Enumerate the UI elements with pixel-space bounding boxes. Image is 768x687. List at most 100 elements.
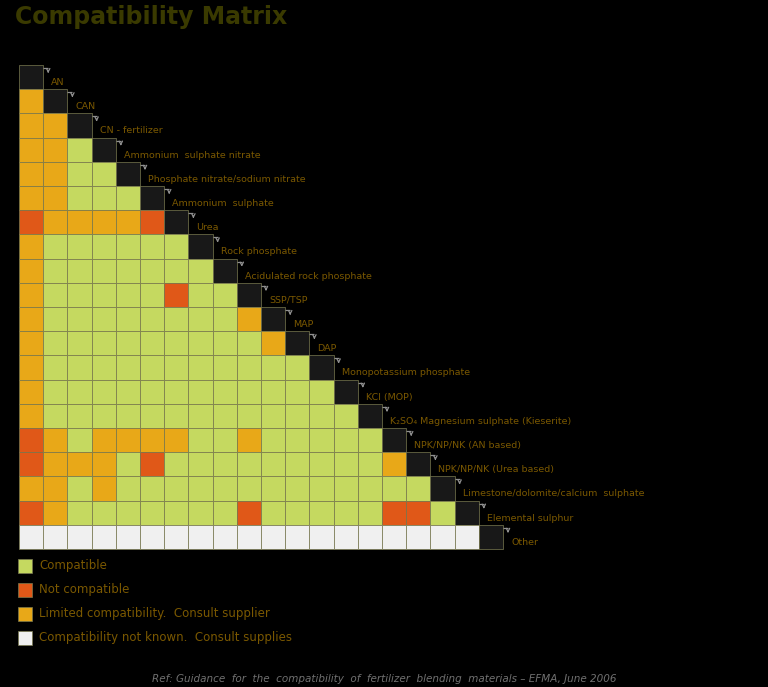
Bar bbox=[68, 525, 91, 549]
Text: Monopotassium phosphate: Monopotassium phosphate bbox=[342, 368, 470, 377]
Bar bbox=[43, 452, 68, 476]
Bar bbox=[19, 283, 43, 307]
Bar bbox=[261, 476, 285, 501]
Bar bbox=[285, 380, 310, 404]
Bar bbox=[261, 404, 285, 428]
Bar bbox=[91, 210, 116, 234]
Bar bbox=[140, 331, 164, 355]
Bar bbox=[116, 380, 140, 404]
Bar bbox=[310, 525, 333, 549]
Bar bbox=[43, 331, 68, 355]
Bar bbox=[237, 525, 261, 549]
Bar bbox=[285, 404, 310, 428]
Bar bbox=[140, 428, 164, 452]
Bar bbox=[43, 113, 68, 137]
Bar bbox=[116, 186, 140, 210]
Text: DAP: DAP bbox=[317, 344, 337, 353]
Bar bbox=[164, 380, 188, 404]
Bar bbox=[455, 501, 478, 525]
Bar bbox=[164, 476, 188, 501]
Bar bbox=[358, 501, 382, 525]
Bar bbox=[237, 404, 261, 428]
Bar bbox=[18, 607, 32, 621]
Bar bbox=[68, 210, 91, 234]
Bar bbox=[68, 258, 91, 283]
Text: Compatible: Compatible bbox=[39, 559, 107, 572]
Bar bbox=[140, 210, 164, 234]
Text: NPK/NP/NK (AN based): NPK/NP/NK (AN based) bbox=[414, 441, 521, 450]
Text: K₂SO₄ Magnesium sulphate (Kieserite): K₂SO₄ Magnesium sulphate (Kieserite) bbox=[390, 417, 571, 426]
Bar bbox=[261, 380, 285, 404]
Bar bbox=[91, 476, 116, 501]
Bar bbox=[116, 331, 140, 355]
Bar bbox=[164, 307, 188, 331]
Bar bbox=[285, 476, 310, 501]
Text: Not compatible: Not compatible bbox=[39, 583, 129, 596]
Bar bbox=[68, 355, 91, 380]
Bar bbox=[43, 89, 68, 113]
Text: MAP: MAP bbox=[293, 320, 313, 329]
Bar bbox=[19, 355, 43, 380]
Bar bbox=[140, 404, 164, 428]
Bar bbox=[116, 452, 140, 476]
Bar bbox=[237, 283, 261, 307]
Bar bbox=[213, 380, 237, 404]
Bar bbox=[19, 113, 43, 137]
Bar bbox=[285, 525, 310, 549]
Bar bbox=[19, 525, 43, 549]
Bar bbox=[68, 380, 91, 404]
Bar bbox=[164, 234, 188, 258]
Bar bbox=[91, 137, 116, 162]
Bar bbox=[237, 476, 261, 501]
Bar bbox=[358, 428, 382, 452]
Bar bbox=[213, 331, 237, 355]
Bar bbox=[140, 258, 164, 283]
Bar bbox=[68, 186, 91, 210]
Bar bbox=[68, 331, 91, 355]
Bar bbox=[68, 476, 91, 501]
Bar bbox=[358, 404, 382, 428]
Bar bbox=[140, 501, 164, 525]
Bar bbox=[116, 283, 140, 307]
Bar bbox=[19, 137, 43, 162]
Text: Other: Other bbox=[511, 538, 538, 547]
Bar bbox=[91, 452, 116, 476]
Bar bbox=[333, 501, 358, 525]
Bar bbox=[406, 501, 430, 525]
Bar bbox=[188, 404, 213, 428]
Bar bbox=[19, 331, 43, 355]
Bar bbox=[43, 258, 68, 283]
Bar bbox=[382, 476, 406, 501]
Bar bbox=[19, 428, 43, 452]
Bar bbox=[19, 501, 43, 525]
Bar bbox=[18, 583, 32, 597]
Text: Phosphate nitrate/sodium nitrate: Phosphate nitrate/sodium nitrate bbox=[148, 174, 306, 184]
Bar bbox=[19, 210, 43, 234]
Bar bbox=[358, 525, 382, 549]
Bar bbox=[91, 331, 116, 355]
Bar bbox=[237, 331, 261, 355]
Bar bbox=[19, 89, 43, 113]
Bar bbox=[237, 307, 261, 331]
Bar bbox=[91, 525, 116, 549]
Bar bbox=[43, 501, 68, 525]
Bar bbox=[43, 186, 68, 210]
Bar bbox=[237, 380, 261, 404]
Text: KCl (MOP): KCl (MOP) bbox=[366, 392, 412, 402]
Bar bbox=[116, 428, 140, 452]
Bar bbox=[116, 501, 140, 525]
Bar bbox=[91, 404, 116, 428]
Bar bbox=[140, 307, 164, 331]
Bar bbox=[164, 283, 188, 307]
Bar bbox=[406, 452, 430, 476]
Bar bbox=[261, 452, 285, 476]
Bar bbox=[68, 404, 91, 428]
Bar bbox=[188, 258, 213, 283]
Bar bbox=[91, 234, 116, 258]
Bar bbox=[164, 210, 188, 234]
Text: Ammonium  sulphate nitrate: Ammonium sulphate nitrate bbox=[124, 150, 260, 159]
Bar bbox=[43, 137, 68, 162]
Bar bbox=[188, 283, 213, 307]
Bar bbox=[382, 452, 406, 476]
Bar bbox=[140, 355, 164, 380]
